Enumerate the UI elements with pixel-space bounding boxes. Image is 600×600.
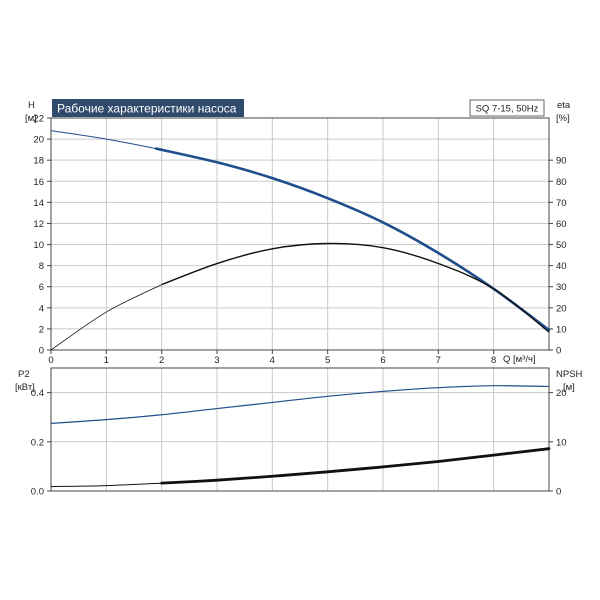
- head-curve: [154, 147, 551, 332]
- top-x-tick-labels: 0 1 2 3 4 5 6 7 8: [48, 350, 496, 366]
- top-x-tick-label: 1: [104, 355, 109, 366]
- top-y2-tick-label: 30: [556, 282, 567, 293]
- npsh-curve: [160, 447, 551, 485]
- top-y-tick-label: 0: [39, 346, 44, 357]
- model-badge-frame: [469, 99, 545, 117]
- bottom-y-tick-labels: 0.0 0.2 0.4: [31, 388, 51, 498]
- efficiency-curve: [161, 242, 550, 333]
- top-y-axis-unit: [м]: [25, 113, 37, 124]
- top-x-tick-label: 0: [48, 355, 53, 366]
- top-y-tick-label: 8: [39, 261, 44, 272]
- top-y2-tick-label: 10: [556, 324, 567, 335]
- bottom-y-tick-label: 0.2: [31, 437, 44, 448]
- bottom-plot-frame: [50, 367, 550, 492]
- npsh-curve-extrapolated: [50, 482, 162, 488]
- top-y-tick-label: 10: [33, 240, 44, 251]
- top-y2-tick-label: 20: [556, 303, 567, 314]
- top-plot-frame: [50, 117, 550, 351]
- top-y2-axis-label: eta: [557, 100, 571, 111]
- top-x-tick-label: 3: [214, 355, 219, 366]
- top-y2-axis-unit: [%]: [556, 113, 570, 124]
- bottom-y-axis-label: P2: [18, 369, 30, 380]
- top-y2-tick-label: 50: [556, 240, 567, 251]
- chart-title-background: [52, 99, 244, 117]
- model-badge: SQ 7-15, 50Hz: [476, 104, 539, 115]
- top-x-tick-label: 4: [270, 355, 275, 366]
- top-grid: [51, 118, 549, 350]
- top-y-axis-label: H: [28, 100, 35, 111]
- top-y2-tick-label: 60: [556, 219, 567, 230]
- bottom-y-tick-label: 0.0: [31, 487, 44, 498]
- bottom-y2-tick-label: 20: [556, 388, 567, 399]
- top-x-tick-label: 6: [380, 355, 385, 366]
- bottom-y-axis-unit: [кВт]: [15, 382, 35, 393]
- top-y2-tick-label: 40: [556, 261, 567, 272]
- chart-title: Рабочие характеристики насоса: [57, 102, 237, 116]
- top-y2-tick-label: 90: [556, 156, 567, 167]
- bottom-y2-tick-label: 0: [556, 487, 561, 498]
- top-x-tick-label: 8: [491, 355, 496, 366]
- top-y-tick-labels: 0 2 4 6 8 10 12 14 16 18 20 22: [33, 114, 51, 357]
- top-x-tick-label: 5: [325, 355, 330, 366]
- top-x-axis-label: Q [м³/ч]: [503, 354, 536, 365]
- top-y2-tick-label: 70: [556, 198, 567, 209]
- top-y-tick-label: 14: [33, 198, 44, 209]
- bottom-series: [50, 385, 551, 488]
- top-x-tick-label: 7: [436, 355, 441, 366]
- top-series: [50, 130, 551, 351]
- power-p2-curve: [50, 385, 550, 424]
- top-y-tick-label: 18: [33, 156, 44, 167]
- bottom-y-tick-label: 0.4: [31, 388, 44, 399]
- head-curve-extrapolated: [50, 130, 157, 150]
- top-y-tick-label: 22: [33, 114, 44, 125]
- top-y-tick-label: 12: [33, 219, 44, 230]
- bottom-y2-tick-label: 10: [556, 437, 567, 448]
- top-y-tick-label: 16: [33, 177, 44, 188]
- top-y2-tick-labels: 0 10 20 30 40 50 60 70 80 90: [549, 156, 567, 357]
- top-y2-tick-label: 0: [556, 346, 561, 357]
- bottom-y2-tick-labels: 0 10 20: [549, 388, 567, 498]
- efficiency-curve-extrapolated: [50, 284, 162, 351]
- top-y-tick-label: 2: [39, 324, 44, 335]
- top-y-tick-label: 4: [39, 303, 44, 314]
- top-y-tick-label: 20: [33, 135, 44, 146]
- top-y-tick-label: 6: [39, 282, 44, 293]
- top-y2-tick-label: 80: [556, 177, 567, 188]
- bottom-grid: [51, 368, 549, 491]
- bottom-y2-axis-label: NPSH: [556, 369, 583, 380]
- top-x-tick-label: 2: [159, 355, 164, 366]
- bottom-y2-axis-unit: [м]: [563, 382, 575, 393]
